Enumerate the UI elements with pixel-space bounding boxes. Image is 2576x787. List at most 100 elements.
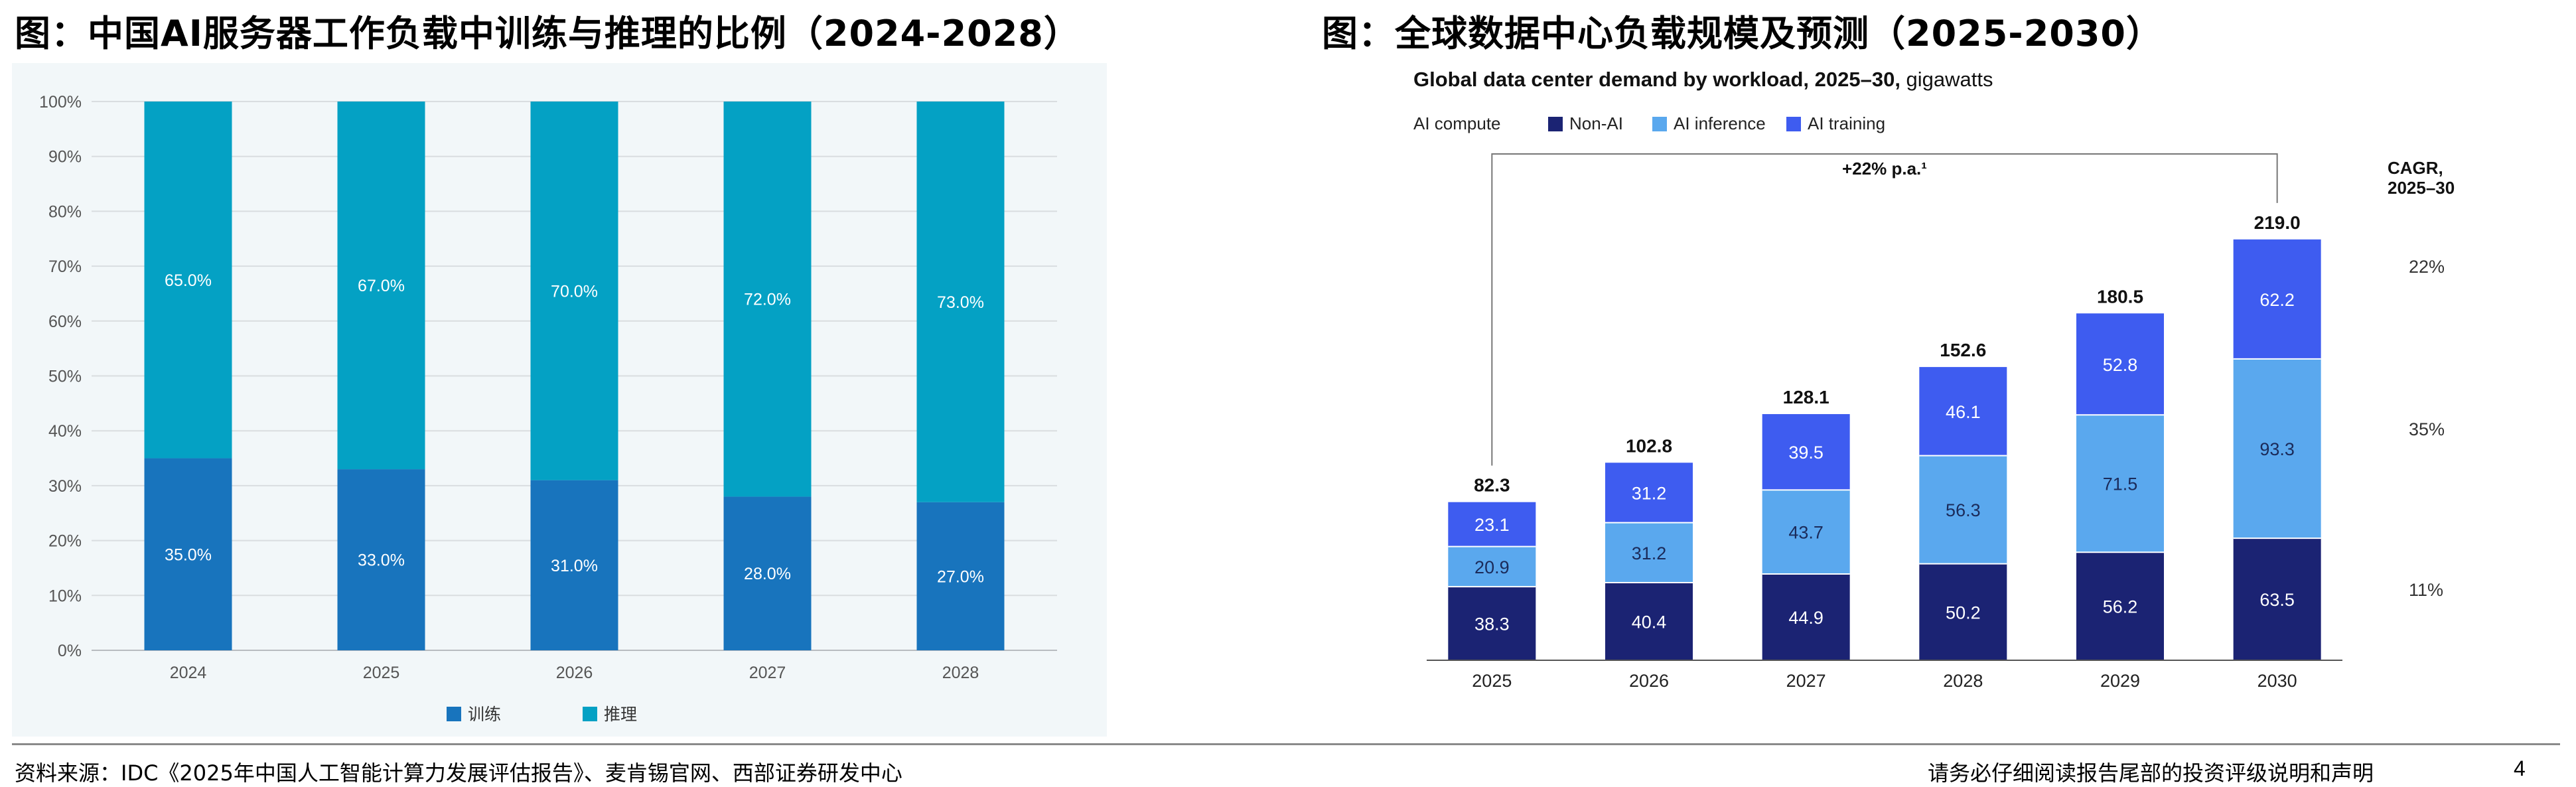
bar-segment bbox=[530, 480, 618, 650]
x-tick-label: 2028 bbox=[1943, 671, 1983, 691]
legend-swatch bbox=[1652, 117, 1667, 131]
x-tick-label: 2026 bbox=[1629, 671, 1669, 691]
footer-source: 资料来源：IDC《2025年中国人工智能计算力发展评估报告》、麦肯锡官网、西部证… bbox=[15, 760, 902, 786]
bar-value-label: 23.1 bbox=[1474, 515, 1510, 535]
y-tick-label: 80% bbox=[48, 202, 82, 221]
y-tick-label: 50% bbox=[48, 368, 82, 386]
legend-label: Non-AI bbox=[1569, 113, 1623, 133]
bar-total-label: 128.1 bbox=[1783, 387, 1829, 407]
bar-segment bbox=[2076, 313, 2164, 415]
bar-segment bbox=[723, 496, 812, 650]
bar-segment bbox=[530, 102, 618, 480]
bar-segment bbox=[337, 102, 425, 470]
bar-segment bbox=[1919, 563, 2007, 660]
y-tick-label: 90% bbox=[48, 148, 82, 167]
chart-title-unit: gigawatts bbox=[1906, 68, 1993, 91]
chart-title: Global data center demand by workload, 2… bbox=[1413, 68, 1993, 91]
growth-annotation: +22% p.a.¹ bbox=[1842, 159, 1927, 179]
bar-value-label: 56.2 bbox=[2103, 597, 2138, 617]
y-tick-label: 10% bbox=[48, 587, 82, 605]
bar-segment bbox=[144, 102, 232, 459]
datacenter-demand-chart: Global data center demand by workload, 2… bbox=[1387, 63, 2528, 740]
x-tick-label: 2024 bbox=[170, 664, 207, 682]
bar-value-label: 28.0% bbox=[744, 565, 791, 583]
bar-segment bbox=[1448, 502, 1536, 547]
bar-value-label: 31.2 bbox=[1632, 543, 1667, 563]
bar-value-label: 43.7 bbox=[1788, 523, 1824, 543]
bar-segment bbox=[1762, 414, 1850, 490]
legend-label: 训练 bbox=[468, 705, 501, 724]
y-tick-label: 60% bbox=[48, 313, 82, 331]
bar-value-label: 56.3 bbox=[1946, 500, 1981, 520]
bar-segment bbox=[1448, 546, 1536, 587]
bar-value-label: 39.5 bbox=[1788, 443, 1824, 463]
right-figure-title: 图：全球数据中心负载规模及预测（2025-2030） bbox=[1322, 13, 2163, 54]
cagr-heading: CAGR, bbox=[2388, 158, 2443, 178]
bar-segment bbox=[916, 502, 1005, 650]
left-figure-title: 图：中国AI服务器工作负载中训练与推理的比例（2024-2028） bbox=[15, 13, 1080, 54]
cagr-heading: 2025–30 bbox=[2388, 178, 2455, 198]
bar-segment bbox=[144, 458, 232, 650]
bar-segment bbox=[2233, 239, 2321, 359]
x-tick-label: 2027 bbox=[749, 664, 786, 682]
bar-value-label: 31.2 bbox=[1632, 483, 1667, 503]
bar-segment bbox=[1919, 367, 2007, 456]
bar-total-label: 82.3 bbox=[1474, 475, 1510, 496]
y-tick-label: 100% bbox=[39, 93, 82, 111]
bar-total-label: 219.0 bbox=[2254, 212, 2301, 233]
bar-value-label: 52.8 bbox=[2103, 355, 2138, 375]
right-chart-svg: Global data center demand by workload, 2… bbox=[1413, 68, 2455, 691]
bar-value-label: 62.2 bbox=[2259, 290, 2295, 310]
bar-segment bbox=[1448, 587, 1536, 660]
legend-swatch bbox=[1548, 117, 1563, 131]
bar-segment bbox=[1605, 463, 1693, 523]
bar-value-label: 40.4 bbox=[1632, 612, 1667, 632]
legend-label: 推理 bbox=[604, 705, 637, 724]
y-tick-label: 20% bbox=[48, 532, 82, 551]
bar-value-label: 70.0% bbox=[551, 282, 598, 301]
bar-segment bbox=[1605, 522, 1693, 583]
bar-value-label: 71.5 bbox=[2103, 474, 2138, 494]
footer-disclaimer: 请务必仔细阅读报告尾部的投资评级说明和声明 bbox=[1928, 760, 2374, 786]
y-tick-label: 0% bbox=[58, 642, 82, 660]
footer-divider bbox=[12, 743, 2560, 745]
legend-swatch bbox=[447, 707, 461, 721]
bar-segment bbox=[2076, 552, 2164, 660]
y-tick-label: 70% bbox=[48, 257, 82, 276]
x-tick-label: 2026 bbox=[556, 664, 593, 682]
bar-total-label: 180.5 bbox=[2097, 286, 2143, 307]
bar-value-label: 33.0% bbox=[358, 551, 405, 570]
bar-segment bbox=[2076, 415, 2164, 553]
bar-value-label: 65.0% bbox=[165, 271, 212, 290]
legend-label: AI inference bbox=[1674, 113, 1766, 133]
bar-value-label: 50.2 bbox=[1946, 603, 1981, 622]
bar-segment bbox=[1762, 490, 1850, 574]
x-tick-label: 2028 bbox=[942, 664, 979, 682]
bar-value-label: 72.0% bbox=[744, 291, 791, 309]
cagr-value: 22% bbox=[2409, 257, 2445, 277]
bar-total-label: 102.8 bbox=[1626, 435, 1672, 456]
x-tick-label: 2029 bbox=[2100, 671, 2140, 691]
bar-segment bbox=[916, 102, 1005, 502]
left-chart-svg: 0% 10% 20% 30% 40% 50% 60% 70% 80% 90% 100% 35.0% 65… bbox=[39, 93, 1057, 724]
bar-segment bbox=[1762, 573, 1850, 660]
bar-value-label: 44.9 bbox=[1788, 608, 1824, 628]
y-tick-label: 30% bbox=[48, 477, 82, 496]
bar-value-label: 31.0% bbox=[551, 557, 598, 575]
x-tick-label: 2025 bbox=[1472, 671, 1512, 691]
growth-bracket bbox=[1491, 153, 2278, 466]
bar-value-label: 20.9 bbox=[1474, 557, 1510, 577]
bar-value-label: 63.5 bbox=[2259, 590, 2295, 610]
y-tick-label: 40% bbox=[48, 422, 82, 441]
bar-value-label: 35.0% bbox=[165, 545, 212, 564]
bar-segment bbox=[2233, 538, 2321, 660]
bar-value-label: 27.0% bbox=[937, 567, 984, 586]
x-tick-label: 2030 bbox=[2257, 671, 2297, 691]
bar-value-label: 46.1 bbox=[1946, 402, 1981, 422]
legend-heading: AI compute bbox=[1413, 113, 1501, 133]
bar-value-label: 93.3 bbox=[2259, 439, 2295, 459]
bar-value-label: 67.0% bbox=[358, 277, 405, 295]
bar-total-label: 152.6 bbox=[1940, 340, 1986, 360]
bar-value-label: 73.0% bbox=[937, 293, 984, 312]
cagr-value: 11% bbox=[2409, 580, 2443, 600]
